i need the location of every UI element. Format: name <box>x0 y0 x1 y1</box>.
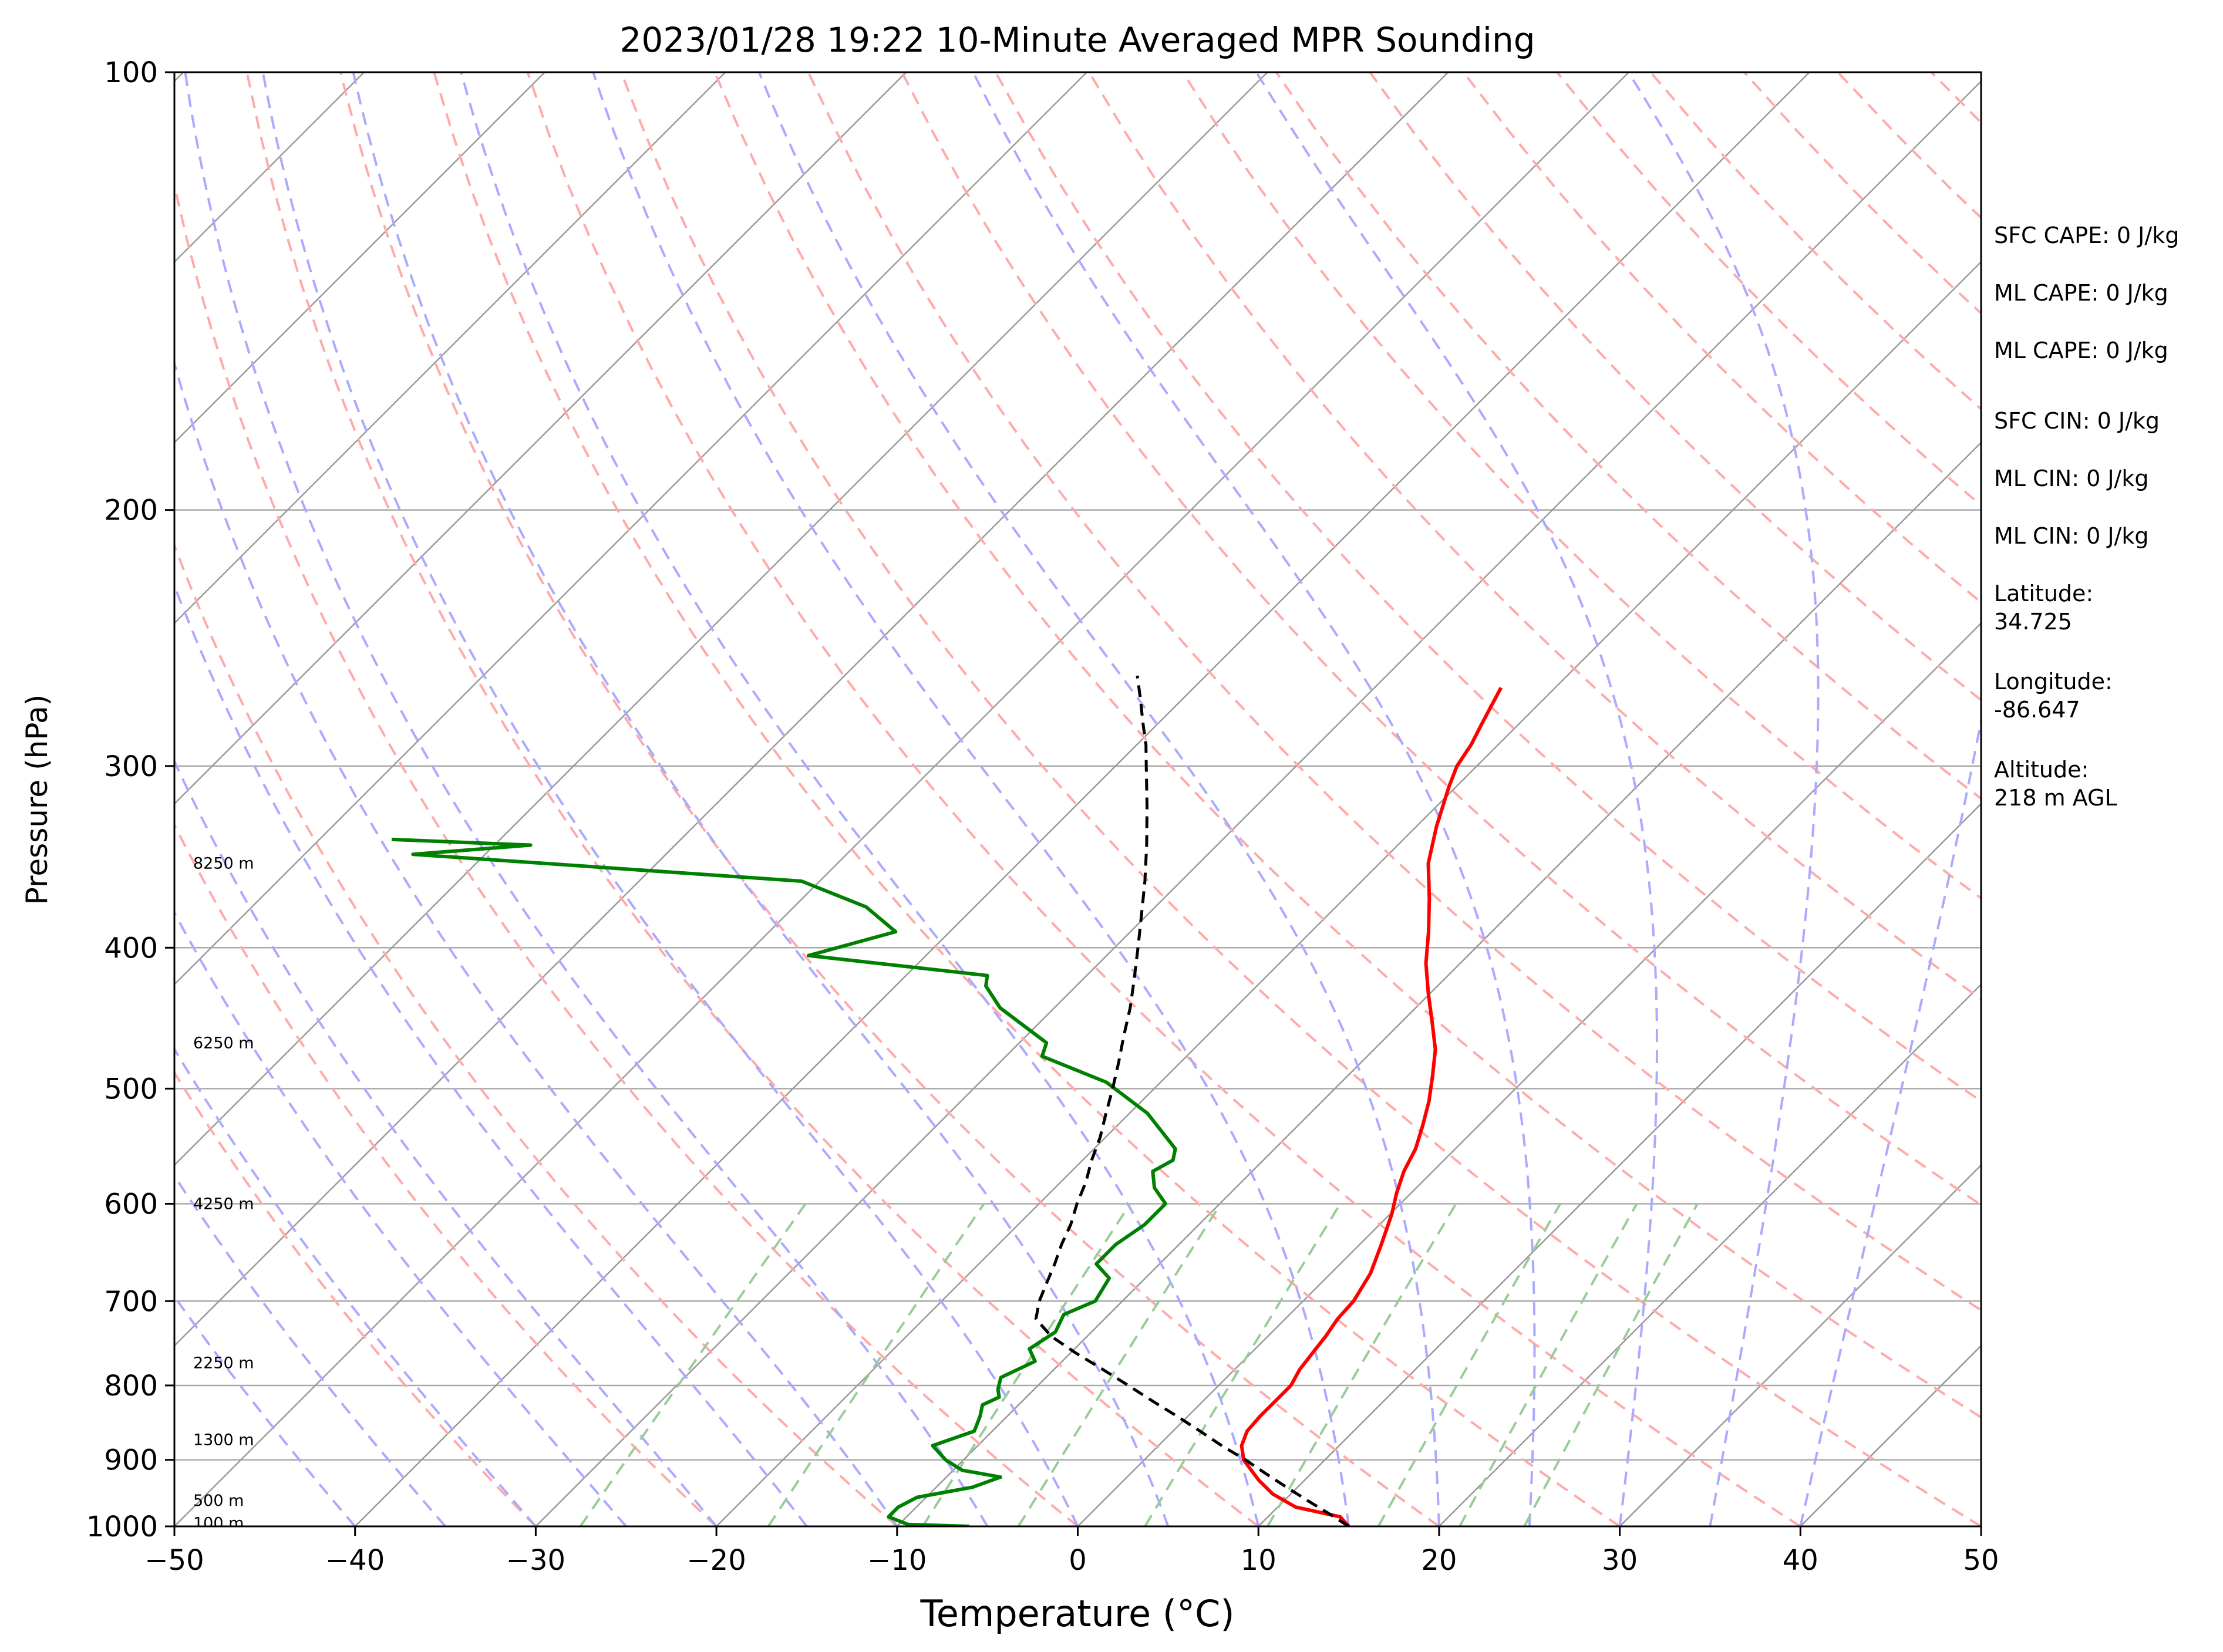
height-label: 8250 m <box>193 855 254 873</box>
y-tick-label: 900 <box>104 1444 158 1477</box>
height-label: 500 m <box>193 1492 244 1510</box>
x-tick-label: 0 <box>1069 1544 1087 1577</box>
y-tick-label: 500 <box>104 1073 158 1105</box>
annotation-text: ML CAPE: 0 J/kg <box>1994 280 2168 306</box>
x-tick-label: −20 <box>686 1544 746 1577</box>
y-tick-label: 700 <box>104 1285 158 1318</box>
y-tick-label: 100 <box>104 56 158 89</box>
annotation-value: 34.725 <box>1994 609 2072 635</box>
y-tick-label: 1000 <box>86 1511 158 1543</box>
annotation-value: 218 m AGL <box>1994 785 2117 811</box>
x-axis-label: Temperature (°C) <box>919 1592 1234 1635</box>
y-tick-label: 200 <box>104 494 158 527</box>
y-axis-label: Pressure (hPa) <box>20 694 54 905</box>
annotation-text: ML CIN: 0 J/kg <box>1994 523 2148 549</box>
annotation-text: SFC CIN: 0 J/kg <box>1994 408 2160 434</box>
y-tick-label: 400 <box>104 932 158 965</box>
annotation-text: Latitude: <box>1994 581 2093 606</box>
x-tick-label: −30 <box>506 1544 565 1577</box>
x-tick-label: 40 <box>1783 1544 1818 1577</box>
annotation-text: Altitude: <box>1994 757 2089 783</box>
annotation-text: Longitude: <box>1994 669 2113 694</box>
chart-title: 2023/01/28 19:22 10-Minute Averaged MPR … <box>619 20 1535 60</box>
x-tick-label: 10 <box>1241 1544 1276 1577</box>
y-tick-label: 300 <box>104 750 158 783</box>
annotation-value: -86.647 <box>1994 697 2080 723</box>
height-label: 1300 m <box>193 1431 254 1449</box>
height-label: 2250 m <box>193 1354 254 1373</box>
x-tick-label: −10 <box>867 1544 927 1577</box>
annotation-text: SFC CAPE: 0 J/kg <box>1994 222 2179 248</box>
x-tick-label: 20 <box>1421 1544 1457 1577</box>
x-tick-label: −50 <box>144 1544 204 1577</box>
x-tick-label: −40 <box>325 1544 385 1577</box>
annotation-text: ML CIN: 0 J/kg <box>1994 466 2148 491</box>
height-label: 6250 m <box>193 1034 254 1052</box>
x-tick-label: 30 <box>1602 1544 1638 1577</box>
annotation-text: ML CAPE: 0 J/kg <box>1994 338 2168 363</box>
y-tick-label: 600 <box>104 1188 158 1221</box>
x-tick-label: 50 <box>1963 1544 1999 1577</box>
height-label: 4250 m <box>193 1195 254 1213</box>
y-tick-label: 800 <box>104 1370 158 1402</box>
